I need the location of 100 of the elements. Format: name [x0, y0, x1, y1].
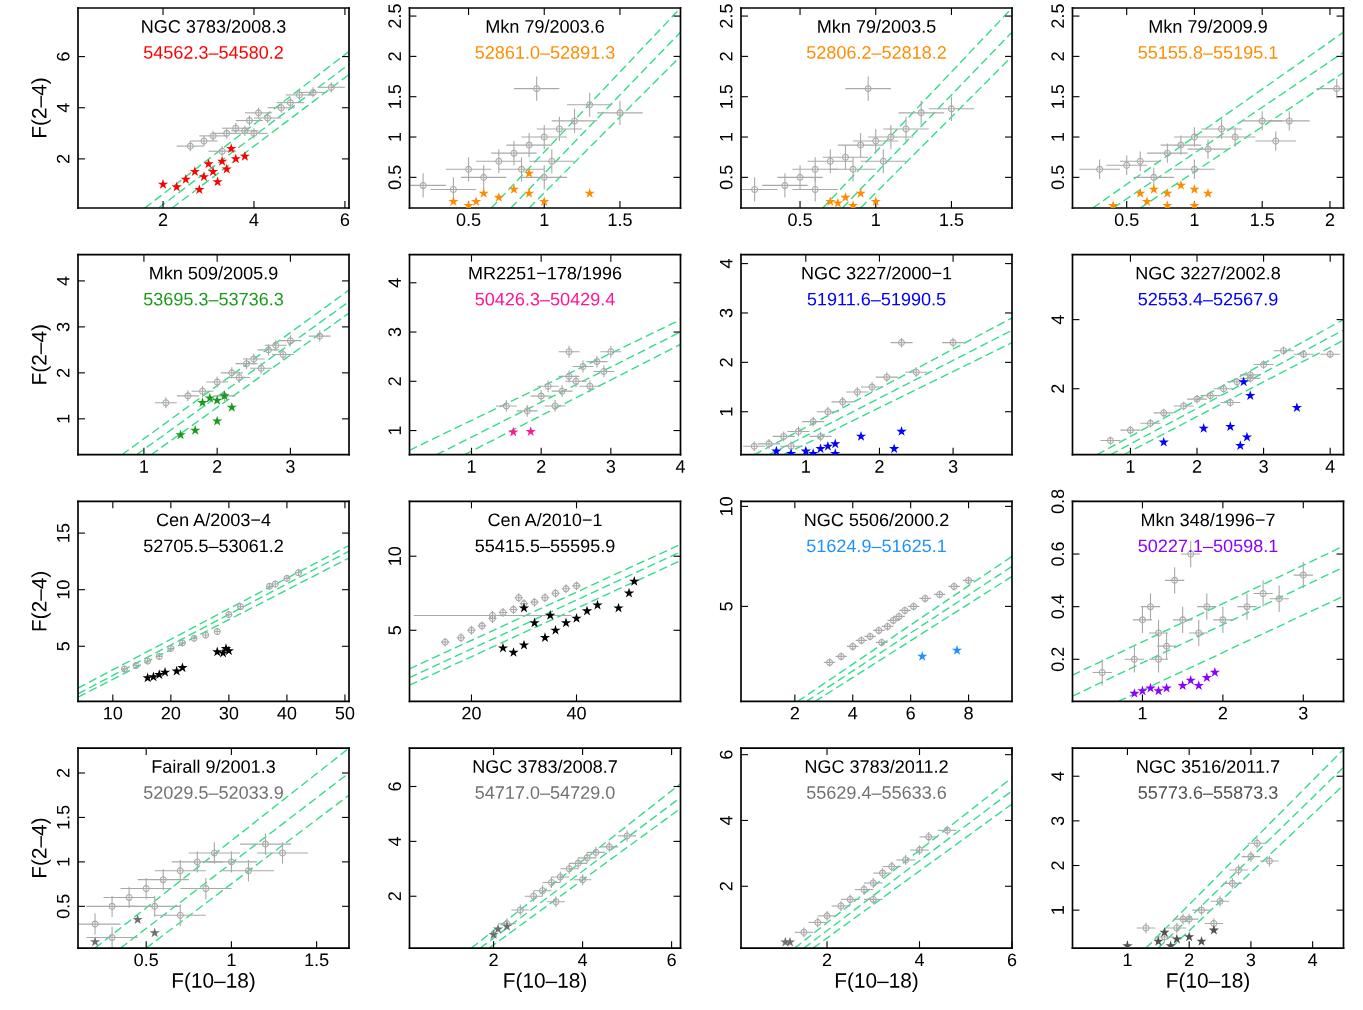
text: 50426.3–50429.4 [475, 292, 615, 306]
y-tick-label: 3 [56, 322, 70, 332]
x-tick-label: 20 [462, 706, 481, 720]
y-tick-label: 5 [388, 626, 402, 635]
x-tick-label: 0.5 [788, 213, 812, 227]
y-tick-label: 2 [56, 768, 70, 778]
text: 54717.0–54729.0 [475, 786, 615, 799]
y-tick-label: 4 [1051, 315, 1064, 325]
text: NGC 3516/2011.7 [1137, 759, 1280, 773]
y-axis-title: F(2–4) [31, 325, 51, 384]
text: Mkn 79/2009.9 [1149, 19, 1267, 33]
y-tick-label: 2 [719, 52, 733, 61]
y-tick-label: 0.5 [388, 165, 402, 190]
x-tick-label: 2 [213, 460, 222, 473]
x-tick-label: 1 [802, 460, 810, 473]
text: 52861.0–52891.3 [475, 46, 615, 59]
x-tick-label: 1.5 [305, 953, 329, 967]
y-tick-label: 3 [1051, 816, 1065, 826]
text: 55415.5–55595.9 [475, 539, 615, 553]
x-tick-label: 2 [158, 213, 168, 226]
x-axis-title: F(10–18) [504, 972, 586, 992]
y-tick-label: 4 [719, 815, 733, 826]
y-tick-label: 6 [719, 750, 733, 759]
text: 52705.5–53061.2 [143, 539, 283, 553]
text: NGC 3227/2002.8 [1136, 266, 1280, 280]
x-tick-label: 2 [489, 953, 498, 967]
y-axis-title: F(2–4) [31, 818, 51, 878]
y-tick-label: 0.8 [1051, 489, 1065, 514]
text: Mkn 79/2003.5 [818, 19, 936, 33]
x-tick-label: 0.5 [1114, 213, 1139, 227]
x-tick-label: 0.5 [456, 213, 481, 227]
text: 50227.1–50598.1 [1138, 539, 1278, 553]
x-axis-title: F(10–18) [172, 972, 255, 992]
y-tick-label: 10 [719, 497, 733, 516]
text: Mkn 348/1996−7 [1141, 512, 1275, 527]
x-tick-label: 2 [1185, 953, 1194, 967]
y-tick-label: 0.5 [1051, 165, 1065, 190]
y-tick-label: 0.6 [1051, 542, 1065, 566]
x-tick-label: 50 [335, 706, 355, 720]
text: Cen A/2010−1 [488, 512, 602, 527]
x-tick-label: 4 [249, 213, 259, 226]
text: 52553.4–52567.9 [1138, 292, 1278, 306]
x-tick-label: 1 [140, 460, 149, 473]
x-tick-label: 40 [277, 706, 297, 720]
y-axis-title: F(2–4) [31, 78, 51, 137]
x-tick-label: 20 [161, 706, 181, 720]
text: 53695.3–53736.3 [143, 292, 283, 306]
x-tick-label: 1 [227, 953, 236, 967]
x-tick-label: 2 [1325, 213, 1335, 226]
y-tick-label: 2 [719, 882, 733, 891]
y-tick-label: 4 [719, 259, 733, 269]
text: NGC 3227/2000−1 [802, 266, 952, 280]
y-tick-label: 6 [56, 52, 70, 61]
text: 51911.6–51990.5 [807, 292, 946, 306]
x-tick-label: 1 [1190, 213, 1199, 226]
text: 55629.4–55633.6 [806, 786, 946, 799]
x-tick-label: 4 [1308, 953, 1318, 967]
x-tick-label: 3 [1298, 706, 1308, 720]
y-tick-label: 4 [56, 276, 70, 286]
x-tick-label: 3 [948, 460, 958, 473]
x-tick-label: 10 [104, 706, 123, 720]
y-tick-label: 4 [56, 103, 70, 113]
x-tick-label: 4 [848, 706, 858, 720]
x-tick-label: 3 [286, 460, 295, 473]
x-tick-label: 2 [790, 706, 799, 720]
text: 55155.8–55195.1 [1138, 46, 1278, 59]
y-tick-label: 1 [1051, 906, 1064, 914]
y-tick-label: 4 [1051, 771, 1064, 781]
x-tick-label: 1 [1126, 460, 1135, 473]
x-tick-label: 6 [667, 953, 676, 967]
x-tick-label: 4 [578, 953, 588, 967]
y-tick-label: 1 [388, 132, 401, 141]
y-tick-label: 5 [719, 602, 733, 611]
x-tick-label: 6 [1007, 953, 1017, 967]
text: 51624.9–51625.1 [806, 539, 946, 553]
y-tick-label: 1 [388, 426, 401, 435]
y-tick-label: 0.2 [1051, 647, 1065, 672]
x-tick-label: 4 [914, 953, 924, 967]
y-tick-label: 3 [388, 327, 402, 337]
x-tick-label: 1 [872, 213, 880, 226]
x-axis-title: F(10–18) [835, 972, 918, 992]
y-tick-label: 5 [56, 642, 70, 651]
x-tick-label: 2 [822, 953, 832, 967]
y-tick-label: 1 [719, 132, 733, 141]
y-tick-label: 2 [1051, 861, 1064, 870]
y-tick-label: 1.5 [719, 84, 733, 108]
x-tick-label: 40 [566, 706, 586, 720]
x-tick-label: 2 [537, 460, 546, 473]
x-tick-label: 1 [1138, 706, 1147, 720]
x-tick-label: 30 [219, 706, 239, 720]
y-axis-title: F(2–4) [31, 572, 51, 631]
y-tick-label: 2 [56, 154, 70, 164]
y-tick-label: 1 [56, 857, 70, 866]
text: MR2251−178/1996 [469, 266, 622, 280]
x-tick-label: 6 [906, 706, 915, 720]
y-tick-label: 4 [388, 278, 401, 288]
y-tick-label: 1 [1051, 132, 1064, 141]
text: NGC 5506/2000.2 [805, 512, 949, 527]
y-tick-label: 6 [388, 782, 402, 791]
text: Fairall 9/2001.3 [152, 759, 275, 773]
